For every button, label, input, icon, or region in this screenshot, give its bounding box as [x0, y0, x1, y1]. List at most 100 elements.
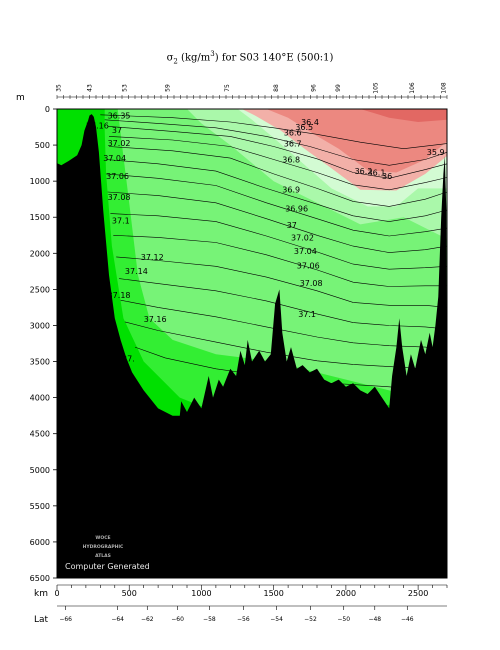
- contour-label-1: 37.16: [86, 122, 109, 131]
- contour-label-19: 36.96: [285, 205, 308, 214]
- contour-label-7: 37.1: [112, 217, 130, 226]
- distance-tick-label-2: 1000: [191, 589, 211, 598]
- distance-tick-label-1: 500: [122, 589, 137, 598]
- latitude-tick-label-6: −54: [270, 616, 283, 623]
- latitude-axis-label: Lat: [34, 615, 49, 625]
- station-label-8: 105: [373, 82, 380, 94]
- latitude-tick-label-0: −66: [59, 616, 72, 623]
- axes: 0500100015002000250030003500400045005000…: [16, 82, 448, 625]
- contour-label-28: 36: [382, 172, 392, 181]
- contour-label-24: 37.08: [300, 279, 323, 288]
- latitude-tick-label-2: −62: [141, 616, 154, 623]
- density-contours: [100, 114, 448, 395]
- depth-tick-label-0: 0: [45, 105, 50, 114]
- contour-label-23: 37.06: [297, 262, 320, 271]
- distance-tick-label-4: 2000: [336, 589, 356, 598]
- latitude-tick-label-4: −58: [203, 616, 216, 623]
- density-band-6: [266, 109, 447, 173]
- contour-label-13: 36.6: [284, 129, 302, 138]
- contour-label-3: 37.02: [108, 139, 131, 148]
- woce-watermark: WOCE HYDROGRAPHIC ATLAS Computer Generated: [65, 535, 150, 571]
- contour-label-9: 37.14: [125, 267, 148, 276]
- bathymetry-layer: [57, 114, 447, 578]
- contour-label-4: 37.04: [103, 154, 126, 163]
- contour-label-5: 37.06: [106, 172, 129, 181]
- contour-label-15: 36.5: [295, 123, 313, 132]
- distance-axis-label: km: [34, 589, 48, 599]
- contour-label-18: 36.9: [282, 186, 300, 195]
- bathymetry-profile: [57, 114, 447, 578]
- depth-tick-label-3: 1500: [30, 213, 50, 222]
- watermark-line-1: HYDROGRAPHIC: [83, 544, 124, 550]
- depth-tick-label-6: 3000: [30, 321, 50, 330]
- depth-tick-label-10: 5000: [30, 466, 50, 475]
- chart-title: σ2 (kg/m3) for S03 140°E (500:1): [166, 50, 334, 66]
- latitude-tick-label-8: −50: [337, 616, 350, 623]
- station-label-10: 108: [441, 82, 448, 94]
- station-label-4: 75: [224, 84, 231, 92]
- contour-line-12: [120, 299, 448, 351]
- latitude-tick-label-1: −64: [111, 616, 124, 623]
- station-label-3: 59: [165, 84, 172, 92]
- plot-frame: [56, 108, 448, 579]
- depth-tick-label-11: 5500: [30, 502, 50, 511]
- depth-tick-label-4: 2000: [30, 249, 50, 258]
- station-label-0: 35: [56, 84, 63, 92]
- contour-label-17: 36.8: [282, 155, 300, 164]
- depth-axis-label: m: [16, 93, 25, 103]
- latitude-tick-label-9: −48: [368, 616, 381, 623]
- distance-tick-label-0: 0: [54, 589, 59, 598]
- watermark-line-0: WOCE: [95, 535, 110, 541]
- latitude-tick-label-3: −60: [171, 616, 184, 623]
- contour-line-2: [107, 126, 448, 179]
- contour-line-8: [110, 213, 448, 270]
- contour-line-5: [106, 159, 448, 222]
- station-label-7: 99: [335, 84, 342, 92]
- contour-line-11: [119, 278, 448, 330]
- latitude-tick-label-5: −56: [237, 616, 250, 623]
- depth-tick-label-12: 6000: [30, 538, 50, 547]
- computer-generated-label: Computer Generated: [65, 562, 150, 571]
- plot-border: [56, 108, 448, 579]
- depth-tick-label-9: 4500: [30, 430, 50, 439]
- contour-label-20: 37: [287, 221, 297, 230]
- depth-tick-label-5: 2500: [30, 285, 50, 294]
- contour-label-0: 36.35: [108, 111, 131, 120]
- station-label-2: 53: [121, 84, 128, 92]
- latitude-tick-label-10: −46: [401, 616, 414, 623]
- contour-label-11: 37.16: [144, 315, 167, 324]
- station-label-5: 88: [273, 84, 280, 92]
- contour-label-22: 37.04: [294, 247, 317, 256]
- contour-label-12: 37.: [122, 355, 135, 364]
- contour-label-29: 35.9: [427, 148, 445, 157]
- contour-label-8: 37.12: [141, 253, 164, 262]
- contour-label-10: 37.18: [108, 291, 131, 300]
- contour-line-0: [100, 114, 448, 150]
- contour-line-9: [113, 235, 447, 287]
- contour-label-26: 36.2: [355, 167, 373, 176]
- contour-line-10: [116, 256, 448, 308]
- contour-label-21: 37.02: [291, 233, 314, 242]
- station-label-9: 106: [409, 82, 416, 94]
- contour-line-6: [106, 173, 448, 237]
- contour-line-4: [108, 146, 448, 207]
- contour-label-25: 37.1: [298, 310, 316, 319]
- depth-tick-label-2: 1000: [30, 177, 50, 186]
- watermark-line-2: ATLAS: [95, 553, 111, 559]
- depth-tick-label-1: 500: [35, 141, 50, 150]
- contour-line-1: [104, 119, 448, 166]
- contour-label-2: 37: [112, 126, 122, 135]
- contour-label-14: 36.7: [284, 140, 302, 149]
- station-label-6: 96: [311, 84, 318, 92]
- depth-tick-label-7: 3500: [30, 358, 50, 367]
- station-label-1: 43: [87, 84, 94, 92]
- contour-line-3: [108, 136, 448, 191]
- contour-label-16: 36.4: [301, 118, 319, 127]
- contour-label-6: 37.08: [108, 193, 131, 202]
- depth-tick-label-8: 4000: [30, 394, 50, 403]
- contour-line-7: [107, 191, 448, 253]
- latitude-tick-label-7: −52: [304, 616, 317, 623]
- contour-label-27: 36.1: [368, 168, 386, 177]
